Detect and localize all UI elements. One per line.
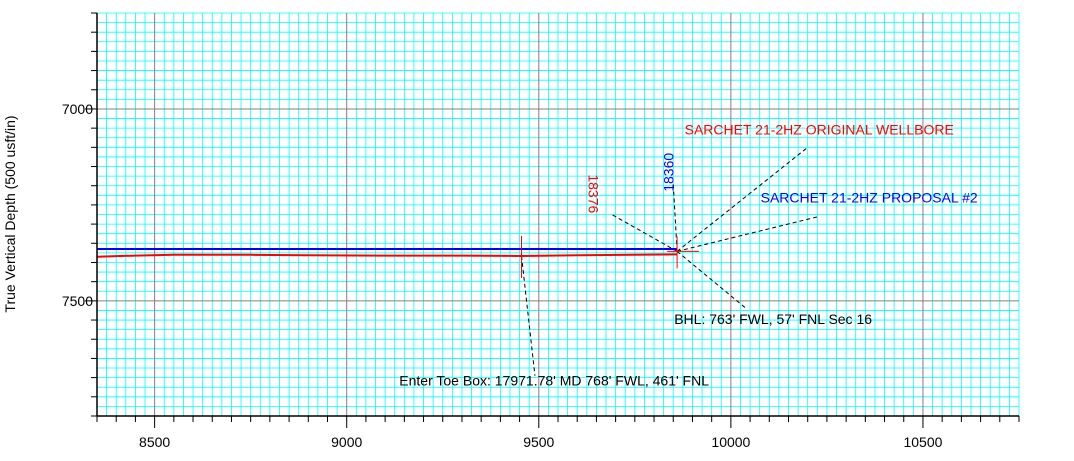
major-grid	[97, 13, 1019, 416]
series-layer	[96, 248, 678, 258]
x-tick-label: 8500	[139, 434, 170, 450]
x-tick-label: 9000	[331, 434, 362, 450]
x-tick-label: 10000	[711, 434, 750, 450]
label-station-18376: 18376	[586, 174, 602, 213]
label-proposal-2: SARCHET 21-2HZ PROPOSAL #2	[761, 190, 978, 206]
station-markers	[521, 235, 700, 278]
label-original-wellbore: SARCHET 21-2HZ ORIGINAL WELLBORE	[685, 121, 954, 137]
tick-labels: 8500 9000 9500 10000 10500 7000 7500	[62, 101, 943, 450]
axes	[85, 12, 1020, 428]
annotation-leader-line	[676, 250, 747, 309]
label-enter-toe-box: Enter Toe Box: 17971.78' MD 768' FWL, 46…	[399, 372, 709, 388]
y-axis-label: True Vertical Depth (500 usft/in)	[2, 115, 18, 312]
annotation-leader-line	[521, 255, 536, 376]
annotation-leader-line	[672, 183, 678, 252]
annotations: SARCHET 21-2HZ ORIGINAL WELLBORE SARCHET …	[399, 121, 978, 388]
annotation-leaders	[521, 146, 820, 376]
x-tick-label: 9500	[523, 434, 554, 450]
label-station-18360: 18360	[660, 153, 676, 192]
series-original-wellbore-line	[96, 253, 678, 258]
annotation-leader-line	[676, 215, 820, 252]
label-bhl: BHL: 763' FWL, 57' FNL Sec 16	[674, 311, 872, 327]
x-tick-label: 10500	[903, 434, 942, 450]
y-tick-label: 7500	[62, 293, 93, 309]
y-tick-label: 7000	[62, 101, 93, 117]
annotation-leader-line	[611, 214, 678, 252]
minor-grid	[96, 12, 1020, 417]
